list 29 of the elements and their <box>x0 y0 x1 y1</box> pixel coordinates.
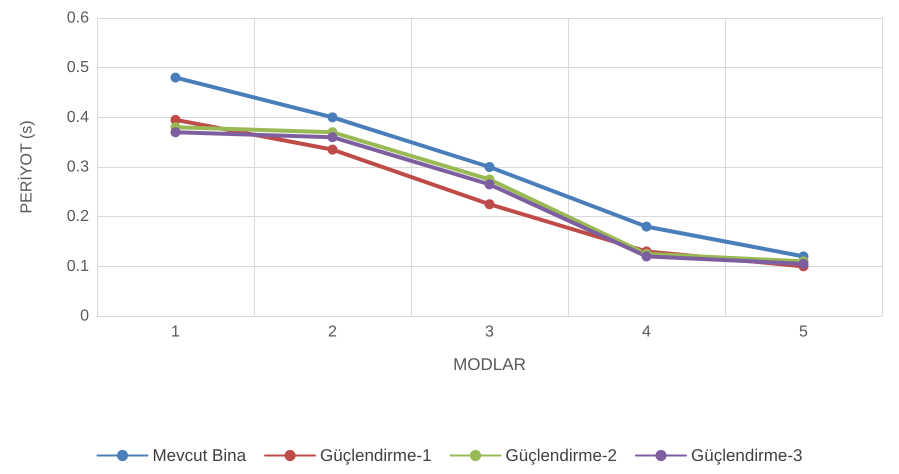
x-tick-label: 4 <box>642 324 652 340</box>
point <box>484 162 494 172</box>
legend-label: Mevcut Bina <box>152 446 247 465</box>
point <box>170 127 180 138</box>
legend-label: Güçlendirme-1 <box>320 446 432 465</box>
x-tick-label: 5 <box>799 324 808 340</box>
point <box>642 251 652 262</box>
y-tick-label: 0.5 <box>66 59 90 76</box>
y-axis-title: PERİYOT (s) <box>18 120 36 214</box>
x-tick-label: 1 <box>171 324 180 340</box>
point <box>170 72 180 83</box>
point <box>798 258 808 269</box>
x-axis-title: MODLAR <box>453 355 526 374</box>
legend-label: Güçlendirme-2 <box>506 446 618 465</box>
y-tick-label: 0.1 <box>66 258 90 275</box>
x-tick-label: 3 <box>485 324 494 340</box>
point <box>642 222 652 232</box>
legend-label: Güçlendirme-3 <box>691 446 803 465</box>
point <box>328 144 338 155</box>
point <box>328 132 338 142</box>
y-tick-label: 0.2 <box>66 208 90 226</box>
y-tick-label: 0.6 <box>66 10 90 26</box>
point <box>484 179 494 190</box>
point <box>484 199 494 210</box>
x-tick-label: 2 <box>328 324 338 340</box>
point <box>328 112 338 122</box>
y-tick-label: 0.3 <box>66 158 90 176</box>
y-tick-label: 0.4 <box>66 108 90 126</box>
y-tick-label: 0 <box>80 308 90 324</box>
